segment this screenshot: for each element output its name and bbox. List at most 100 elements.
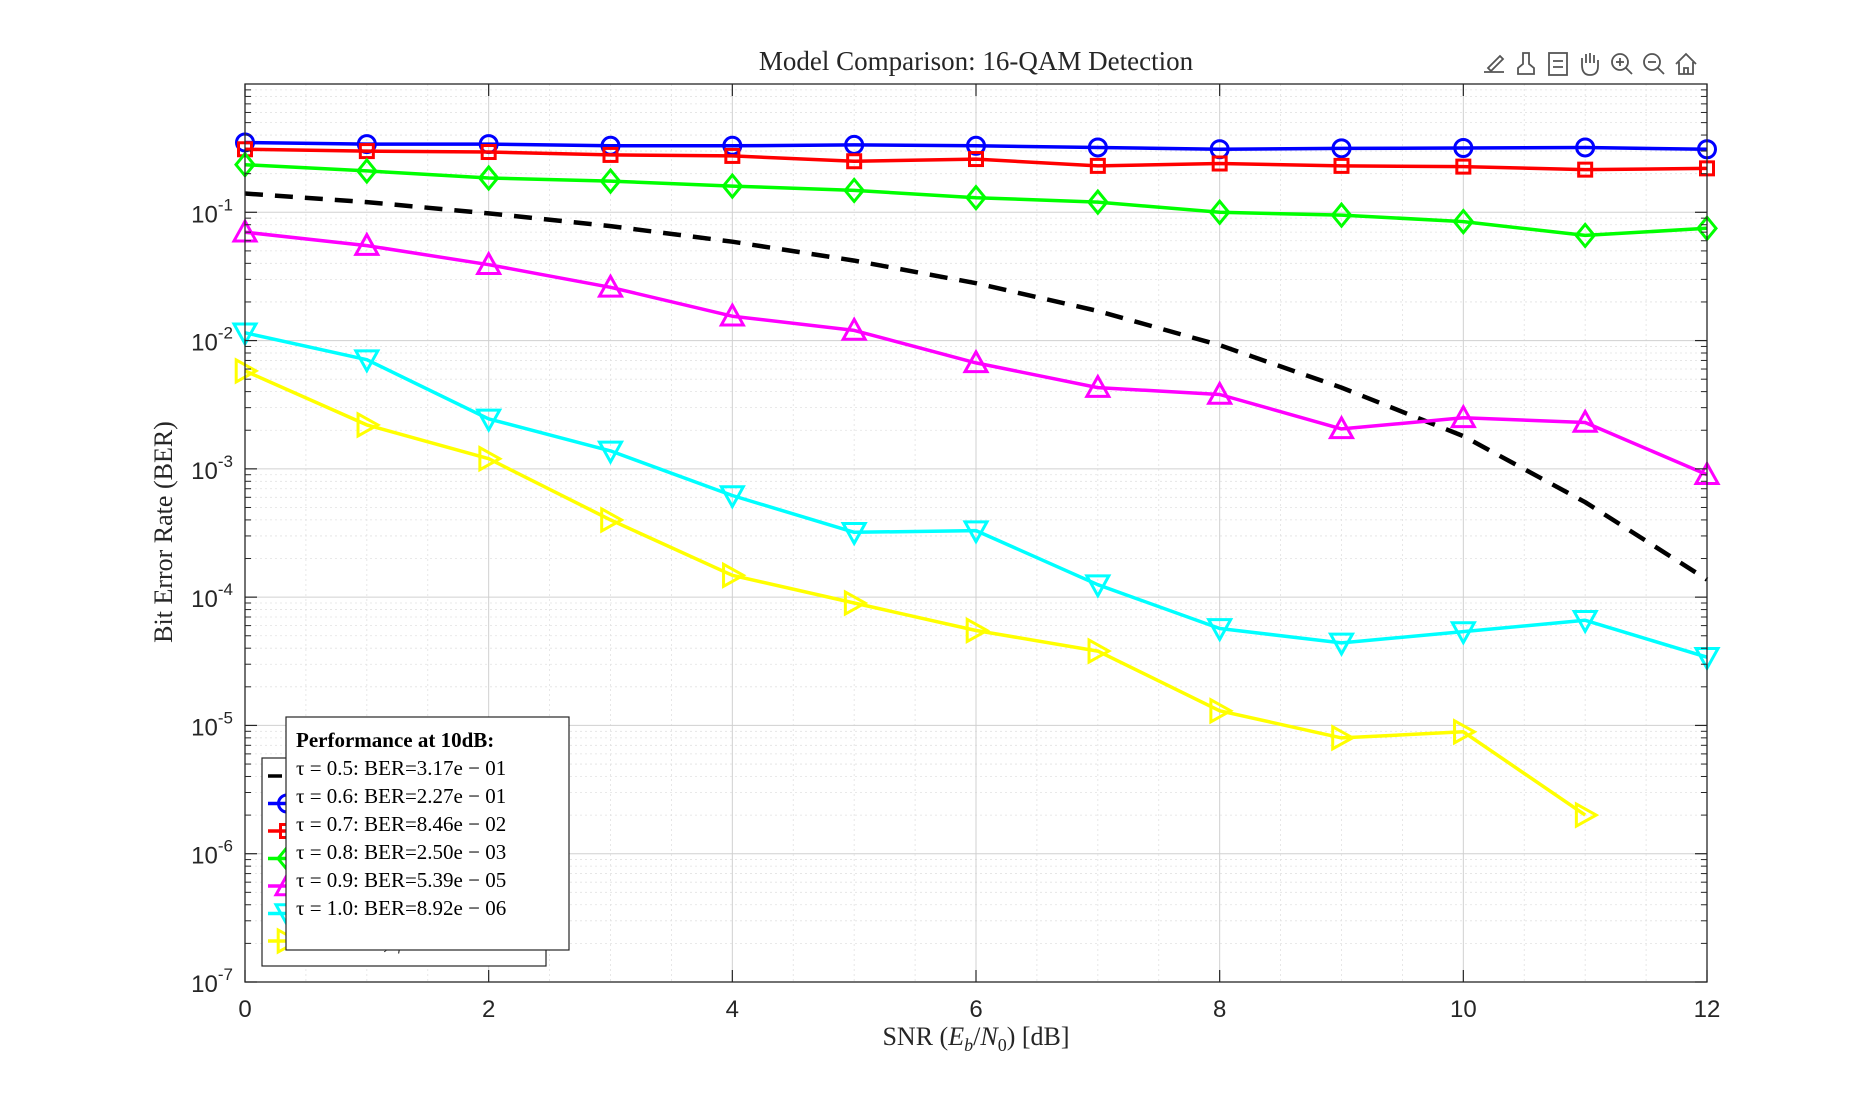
y-tick-label: 10-7 (191, 965, 233, 998)
data-point (1571, 408, 1599, 433)
data-point (1089, 157, 1106, 174)
series-5 (231, 322, 1721, 672)
data-point (1571, 609, 1599, 635)
data-point (1084, 373, 1112, 398)
data-point (480, 144, 497, 161)
data-point (1211, 155, 1228, 172)
pan-hand-icon[interactable] (1581, 53, 1599, 76)
data-point (965, 616, 991, 644)
series-line (244, 147, 1708, 172)
data-point (1453, 718, 1478, 746)
data-point (600, 506, 625, 534)
data-point (1206, 618, 1234, 643)
data-point (353, 231, 381, 256)
x-tick-label: 4 (726, 996, 739, 1023)
zoom-in-icon[interactable] (1611, 53, 1633, 75)
data-point (1330, 201, 1353, 229)
x-tick-label: 10 (1450, 996, 1477, 1023)
legend-toggle-icon[interactable] (1548, 52, 1568, 76)
annotation-line: τ = 0.7: BER=8.46e − 02 (296, 812, 506, 836)
series-line (244, 162, 1708, 238)
annotation-line: τ = 1.0: BER=8.92e − 06 (296, 896, 506, 920)
data-point (1331, 138, 1352, 159)
data-point (966, 135, 986, 156)
zoom-out-icon[interactable] (1643, 53, 1665, 75)
series-line (244, 331, 1708, 659)
x-tick-labels: 0 2 4 6 8 10 12 (238, 996, 1720, 1023)
series-layer (231, 132, 1721, 829)
data-point (596, 440, 625, 466)
data-point (722, 561, 747, 589)
series-line (244, 369, 1587, 817)
data-point (1087, 137, 1108, 158)
series-line (244, 230, 1708, 477)
data-point (475, 408, 503, 434)
data-point (1577, 161, 1594, 178)
data-point (962, 348, 990, 374)
annotation-box: Performance at 10dB: τ = 0.5: BER=3.17e −… (285, 716, 570, 951)
data-point (475, 250, 503, 276)
data-point (846, 153, 863, 170)
data-point (1333, 157, 1350, 174)
data-point (599, 167, 622, 195)
data-point (718, 302, 746, 327)
data-point (840, 522, 868, 547)
y-tick-label: 10-3 (191, 452, 233, 485)
data-point (1575, 137, 1596, 158)
data-point (1331, 724, 1356, 752)
y-tick-label: 10-2 (191, 324, 233, 357)
y-tick-label: 10-6 (191, 837, 233, 870)
data-point (1327, 414, 1356, 440)
data-point (602, 146, 619, 163)
annotation-background (285, 716, 570, 951)
x-tick-label: 2 (482, 996, 495, 1023)
data-point (358, 143, 375, 160)
data-point (1087, 637, 1112, 665)
data-point (356, 411, 381, 439)
data-point (721, 172, 744, 200)
data-point (1449, 621, 1477, 646)
data-point (1455, 158, 1472, 175)
annotation-line: τ = 0.8: BER=2.50e − 03 (296, 840, 506, 864)
data-point (1209, 697, 1234, 725)
data-point (843, 589, 869, 617)
data-point (1206, 380, 1234, 405)
data-point (840, 316, 868, 341)
data-point (355, 157, 378, 185)
y-tick-label: 10-4 (191, 580, 233, 613)
data-point (1449, 403, 1477, 429)
data-point (596, 273, 625, 298)
annotation-line: τ = 0.5: BER=3.17e − 01 (296, 756, 506, 780)
annotation-line: τ = 0.6: BER=2.27e − 01 (296, 784, 506, 808)
data-point (1574, 222, 1597, 249)
y-tick-label: 10-5 (191, 708, 233, 741)
series-0 (244, 191, 1709, 582)
data-point (724, 147, 741, 164)
y-tick-label: 10-1 (191, 195, 233, 228)
data-point (1574, 801, 1600, 829)
y-axis-label: Bit Error Rate (BER) (149, 421, 178, 643)
series-line (244, 191, 1709, 582)
data-point (477, 164, 500, 192)
home-icon[interactable] (1675, 52, 1697, 75)
data-point (1452, 208, 1475, 235)
data-point (1327, 632, 1356, 657)
data-point (234, 357, 260, 385)
export-icon[interactable] (1484, 54, 1505, 73)
x-tick-label: 6 (969, 996, 982, 1023)
data-point (353, 349, 381, 374)
data-point (1453, 138, 1474, 159)
x-axis-label: SNR (Eb/N0) [dB] (882, 1022, 1069, 1055)
axes-toolbar (1484, 52, 1697, 76)
data-point (968, 151, 984, 168)
data-point (962, 520, 990, 545)
data-point (718, 485, 746, 510)
brush-icon[interactable] (1517, 52, 1535, 75)
data-point (478, 445, 503, 473)
data-point (965, 184, 987, 212)
series-3 (234, 151, 1718, 249)
data-point (1208, 198, 1231, 226)
y-tick-labels: 10-7 10-6 10-5 10-4 10-3 10-2 10-1 (191, 195, 233, 998)
x-tick-label: 8 (1213, 996, 1226, 1023)
